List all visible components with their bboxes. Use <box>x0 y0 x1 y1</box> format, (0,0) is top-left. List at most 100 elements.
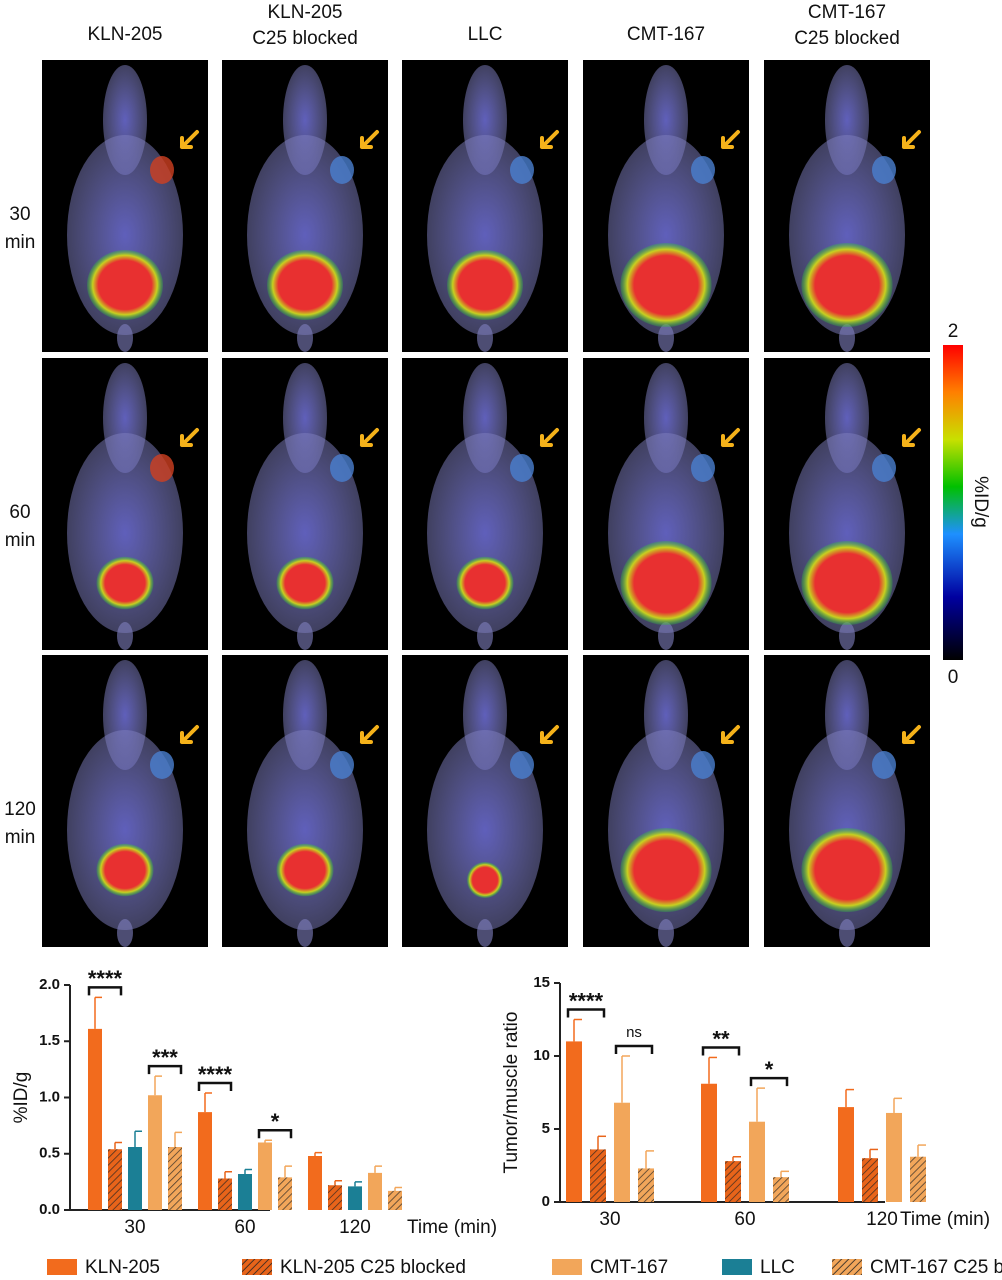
x-tick-label: 30 <box>124 1217 145 1238</box>
pet-image <box>402 358 568 650</box>
bar <box>148 1095 162 1210</box>
mouse-body <box>427 433 543 633</box>
legend-swatch <box>552 1259 582 1275</box>
uptake <box>276 556 334 610</box>
pet-image <box>402 60 568 352</box>
tumor <box>150 156 174 184</box>
bar-hatch <box>862 1158 878 1202</box>
x-axis-label: Time (min) <box>900 1209 990 1230</box>
arrow <box>721 428 740 447</box>
mouse-tail <box>839 324 855 352</box>
legend-label: KLN-205 C25 blocked <box>280 1257 466 1278</box>
significance-label: **** <box>88 966 123 991</box>
y-tick-label: 10 <box>533 1047 550 1064</box>
pet-image <box>764 60 930 352</box>
x-axis-label: Time (min) <box>407 1217 497 1238</box>
pet-image <box>583 358 749 650</box>
legend-label: CMT-167 <box>590 1257 668 1278</box>
pet-image <box>764 358 930 650</box>
tumor <box>150 454 174 482</box>
column-label: CMT-167 <box>627 24 705 45</box>
tumor <box>330 751 354 779</box>
legend-label: LLC <box>760 1257 795 1278</box>
significance-bracket <box>87 986 123 996</box>
uptake <box>456 556 514 610</box>
column-label: KLN-205 <box>88 24 163 45</box>
row-label: 120 <box>4 799 36 820</box>
colorbar-min: 0 <box>948 667 959 688</box>
significance-label: *** <box>152 1045 178 1070</box>
tumor <box>330 156 354 184</box>
mouse-body <box>67 433 183 633</box>
significance-label: **** <box>198 1062 233 1087</box>
bar <box>701 1083 717 1202</box>
y-tick-label: 0 <box>542 1193 550 1210</box>
pet-image <box>402 655 568 947</box>
mouse-tail <box>477 622 493 650</box>
bar <box>308 1156 322 1210</box>
colorbar-max: 2 <box>948 321 959 342</box>
mouse-tail <box>117 324 133 352</box>
significance-bracket <box>197 1081 233 1091</box>
arrow <box>180 725 199 744</box>
bar-hatch <box>638 1168 654 1202</box>
mouse-tail <box>477 324 493 352</box>
bar <box>749 1121 765 1202</box>
legend-label: CMT-167 C25 blocked <box>870 1257 1002 1278</box>
pet-image <box>42 60 208 352</box>
column-label: C25 blocked <box>252 28 358 49</box>
legend-swatch <box>722 1259 752 1275</box>
mouse-tail <box>658 919 674 947</box>
bar-hatch <box>590 1149 606 1202</box>
uptake <box>87 250 163 320</box>
row-label: min <box>5 232 36 253</box>
uptake <box>801 243 893 327</box>
pet-image <box>222 60 388 352</box>
y-axis-label: Tumor/muscle ratio <box>501 1012 522 1174</box>
uptake <box>467 862 503 898</box>
arrow <box>721 725 740 744</box>
uptake <box>620 243 712 327</box>
pet-image <box>42 655 208 947</box>
x-tick-label: 120 <box>866 1209 898 1230</box>
uptake <box>801 828 893 912</box>
arrow <box>180 130 199 149</box>
arrow <box>360 130 379 149</box>
significance-bracket <box>566 1008 606 1018</box>
x-tick-label: 30 <box>599 1209 620 1230</box>
significance-bracket <box>147 1064 183 1075</box>
pet-image <box>222 358 388 650</box>
bar <box>838 1107 854 1202</box>
uptake <box>267 250 343 320</box>
y-tick-label: 1.0 <box>39 1088 60 1105</box>
bar <box>258 1142 272 1210</box>
bar-hatch <box>725 1161 741 1202</box>
pet-image <box>42 358 208 650</box>
pet-image <box>222 655 388 947</box>
arrow <box>360 725 379 744</box>
mouse-tail <box>297 919 313 947</box>
bar <box>198 1112 212 1210</box>
tumor <box>510 156 534 184</box>
bar <box>238 1174 252 1210</box>
column-label: C25 blocked <box>794 28 900 49</box>
colorbar-label: %ID/g <box>970 476 991 528</box>
bar-hatch <box>218 1178 232 1210</box>
uptake <box>801 541 893 625</box>
significance-bracket <box>749 1076 789 1087</box>
tumor <box>691 454 715 482</box>
mouse-tail <box>477 919 493 947</box>
legend-hatch <box>832 1259 862 1275</box>
mouse-body <box>247 433 363 633</box>
significance-label: * <box>765 1057 774 1082</box>
uptake <box>620 828 712 912</box>
legend-swatch <box>47 1259 77 1275</box>
pet-image <box>583 655 749 947</box>
mouse-body <box>67 730 183 930</box>
pet-image <box>764 655 930 947</box>
bar <box>566 1041 582 1202</box>
tumor <box>330 454 354 482</box>
tumor <box>150 751 174 779</box>
bar-hatch <box>388 1190 402 1210</box>
